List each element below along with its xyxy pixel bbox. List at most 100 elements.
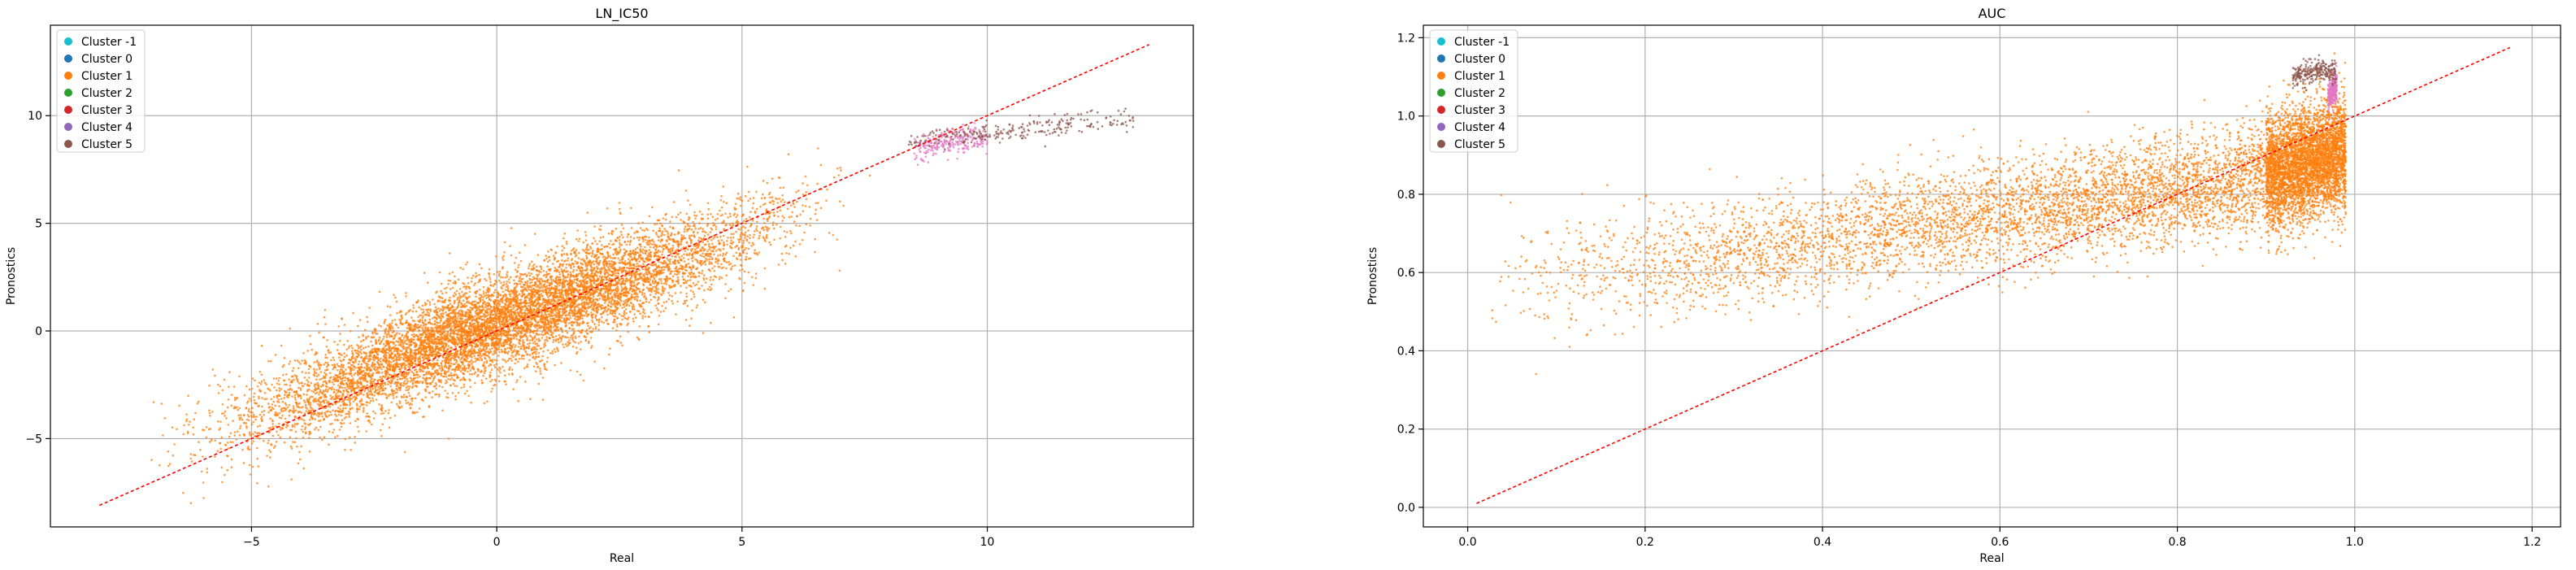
data-point [324,415,328,417]
data-point [815,202,818,205]
data-point [396,311,398,315]
data-point [692,220,694,224]
data-point [338,429,341,431]
data-point [447,377,450,381]
data-point [594,325,597,329]
data-point [675,240,679,242]
data-point [324,354,328,356]
data-point [619,243,622,246]
data-point [571,345,575,348]
data-point [373,354,376,357]
data-point [543,368,546,370]
data-point [642,311,645,314]
data-point [814,250,816,254]
data-point [519,342,521,346]
data-point [380,372,384,374]
data-point [558,333,561,337]
data-point [562,343,564,346]
data-point [728,223,732,226]
data-point [465,292,468,294]
data-point [348,416,351,418]
data-point [467,360,471,363]
data-point [591,320,594,324]
data-point [750,223,753,226]
data-point [627,330,629,333]
data-point [532,276,535,279]
data-point [403,450,406,454]
data-point [333,341,336,343]
data-point [842,204,845,207]
data-point [189,502,193,505]
data-point [458,294,461,298]
data-point [558,273,562,276]
data-point [674,262,676,265]
data-point [322,381,325,383]
data-point [796,215,798,218]
data-point [716,262,719,265]
data-point [729,288,732,291]
data-point [683,257,685,259]
data-point [502,284,504,287]
data-point [388,394,391,396]
data-point [534,370,537,373]
data-point [426,311,428,314]
data-point [330,359,332,362]
data-point [618,202,621,204]
data-point [500,348,503,351]
data-point [328,414,331,417]
data-point [310,381,313,385]
data-point [637,222,640,224]
data-point [662,247,665,250]
data-point [245,424,248,428]
data-point [498,270,502,273]
data-point [697,281,700,283]
data-point [773,238,775,241]
data-point [430,326,432,329]
data-point [598,298,601,300]
data-point [375,398,378,401]
data-point [208,441,211,443]
data-point [454,308,458,311]
data-point [454,394,457,398]
data-point [372,380,375,383]
data-point [490,334,493,337]
data-point [519,259,523,263]
data-point [419,375,421,378]
data-point [168,463,172,465]
data-point [429,362,432,365]
data-point [272,446,276,450]
data-point [480,294,483,297]
data-point [616,307,619,309]
data-point [584,312,588,315]
data-point [696,304,699,307]
data-point [348,401,351,403]
data-point [615,272,617,275]
data-point [306,398,309,401]
data-point [324,380,327,382]
data-point [468,349,471,351]
data-point [702,262,705,265]
data-point [451,325,454,328]
data-point [324,323,327,325]
data-point [564,324,567,327]
data-point [593,309,596,312]
data-point [479,356,481,359]
data-point [497,369,501,372]
data-point [383,335,385,338]
data-point [229,432,232,435]
data-point [471,276,473,280]
data-point [722,252,725,255]
data-point [563,253,566,255]
data-point [642,263,645,266]
data-point [327,389,330,391]
data-point [513,279,515,282]
data-point [447,345,450,347]
data-point [518,329,520,333]
data-point [693,236,696,238]
data-point [441,309,445,312]
data-point [345,389,348,391]
data-point [693,295,696,298]
data-point [648,301,650,304]
data-point [350,330,352,333]
data-point [580,340,582,343]
